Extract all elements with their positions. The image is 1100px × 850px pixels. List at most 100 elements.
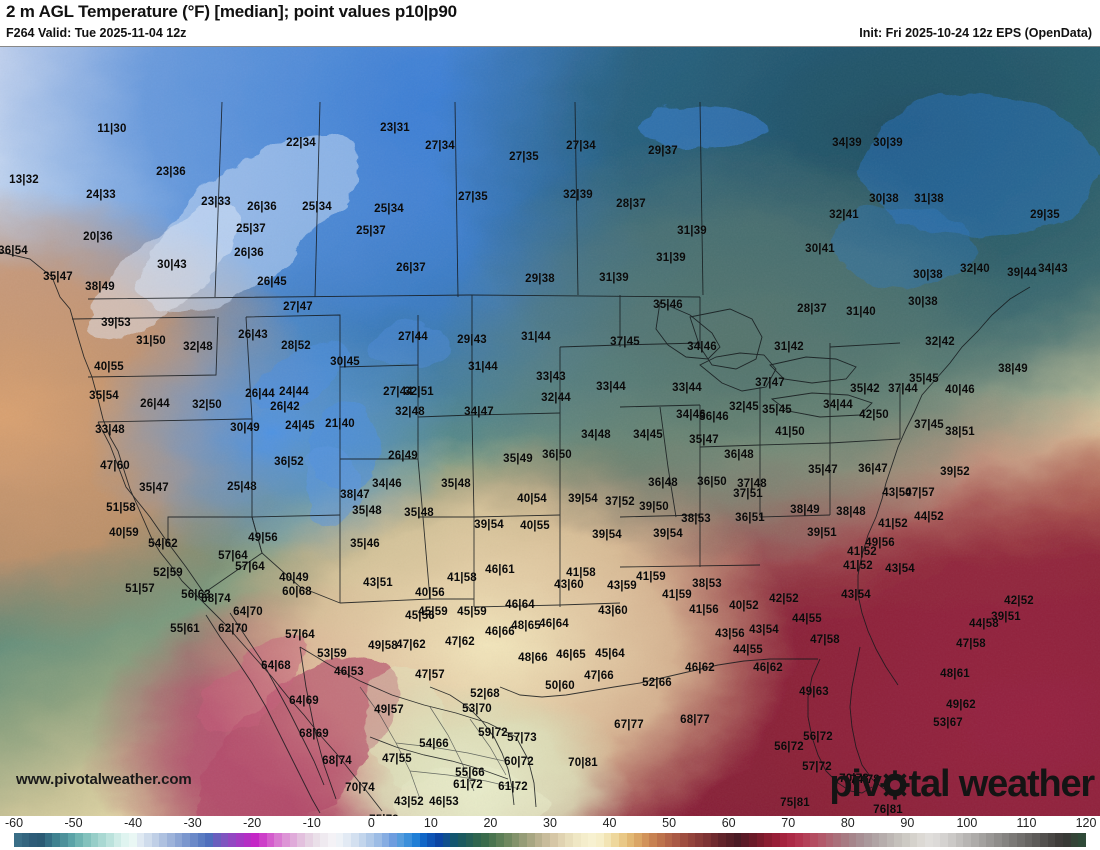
colorbar-segment [595, 833, 604, 847]
colorbar-segment [113, 833, 122, 847]
point-value: 32|40 [960, 263, 990, 275]
point-value: 44|55 [792, 613, 822, 625]
colorbar-segment [182, 833, 191, 847]
point-value: 23|36 [156, 166, 186, 178]
colorbar-segment [21, 833, 30, 847]
point-value: 41|52 [843, 560, 873, 572]
point-value: 34|46 [676, 409, 706, 421]
colorbar-segment [427, 833, 436, 847]
point-value: 35|48 [404, 507, 434, 519]
point-value: 40|46 [945, 384, 975, 396]
colorbar-segment [549, 833, 558, 847]
point-value: 41|56 [689, 604, 719, 616]
colorbar-segment [304, 833, 313, 847]
colorbar-segment [1055, 833, 1063, 847]
colorbar-segment [726, 833, 734, 847]
point-value: 35|48 [441, 478, 471, 490]
colorbar-segment [67, 833, 76, 847]
colorbar-segment [817, 833, 826, 847]
init-time-label: Init: Fri 2025-10-24 12z EPS (OpenData) [859, 26, 1092, 40]
point-value: 34|48 [581, 429, 611, 441]
point-value: 43|60 [598, 605, 628, 617]
point-value: 38|49 [790, 504, 820, 516]
point-value: 30|39 [873, 137, 903, 149]
colorbar-segment [259, 833, 267, 847]
point-value: 47|57 [415, 669, 445, 681]
point-value: 46|62 [753, 662, 783, 674]
colorbar-segment [496, 833, 504, 847]
colorbar-segment [695, 833, 704, 847]
point-value: 43|50 [882, 487, 912, 499]
point-value: 36|51 [735, 512, 765, 524]
point-value: 43|60 [554, 579, 584, 591]
point-value: 74|78 [850, 774, 880, 786]
point-value: 24|44 [279, 386, 309, 398]
colorbar-segment [159, 833, 168, 847]
point-value: 39|50 [639, 501, 669, 513]
point-value: 49|56 [248, 532, 278, 544]
colorbar-segment [350, 833, 359, 847]
point-value: 43|56 [715, 628, 745, 640]
colorbar-tick: 20 [483, 816, 498, 830]
point-value: 70|78 [839, 773, 869, 785]
colorbar-gradient[interactable] [14, 833, 1086, 847]
point-value: 47|62 [396, 639, 426, 651]
point-value: 44|58 [969, 618, 999, 630]
point-value: 47|55 [382, 753, 412, 765]
point-value: 25|34 [374, 203, 404, 215]
colorbar-tick: -20 [243, 816, 262, 830]
colorbar-segment [465, 833, 474, 847]
colorbar-segment [1024, 833, 1033, 847]
map-viewport[interactable]: 11|30 13|32 24|33 20|36 36|54 35|47 38|49 39|53… [0, 46, 1100, 817]
colorbar-segment [36, 833, 45, 847]
point-value: 31|42 [774, 341, 804, 353]
point-value: 26|45 [257, 276, 287, 288]
colorbar-segment [863, 833, 872, 847]
point-value: 46|53 [429, 796, 459, 808]
colorbar-segment [771, 833, 780, 847]
point-value: 49|58 [368, 640, 398, 652]
point-value: 25|48 [227, 481, 257, 493]
point-value: 34|43 [1038, 263, 1068, 275]
point-value: 32|51 [404, 386, 434, 398]
colorbar-segment [657, 833, 665, 847]
point-value: 39|51 [991, 611, 1021, 623]
colorbar-segment [856, 833, 864, 847]
colorbar-segment [312, 833, 321, 847]
point-value: 32|45 [729, 401, 759, 413]
point-value: 68|74 [322, 755, 352, 767]
point-value: 42|52 [1004, 595, 1034, 607]
point-value: 45|59 [418, 606, 448, 618]
colorbar-segment [1032, 833, 1040, 847]
colorbar-segment [404, 833, 413, 847]
point-value: 20|36 [83, 231, 113, 243]
colorbar-segment [963, 833, 972, 847]
point-value: 26|44 [245, 388, 275, 400]
colorbar-segment [848, 833, 857, 847]
point-value: 35|47 [139, 482, 169, 494]
colorbar-tick: 10 [423, 816, 438, 830]
colorbar-segment [511, 833, 520, 847]
colorbar-segment [718, 833, 727, 847]
colorbar-tick: 90 [900, 816, 915, 830]
colorbar-segment [327, 833, 336, 847]
colorbar[interactable]: -60 -50 -40 -30 -20 -10 0 10 20 30 40 50 60 70 80 90 100… [0, 816, 1100, 850]
colorbar-segment [228, 833, 237, 847]
colorbar-segment [917, 833, 926, 847]
colorbar-segment [167, 833, 175, 847]
colorbar-segment [680, 833, 688, 847]
point-value: 32|48 [183, 341, 213, 353]
point-value: 53|70 [462, 703, 492, 715]
point-value: 26|49 [388, 450, 418, 462]
point-value: 40|55 [520, 520, 550, 532]
colorbar-segment [205, 833, 214, 847]
point-value: 47|66 [584, 670, 614, 682]
point-value: 32|48 [395, 406, 425, 418]
point-value: 34|39 [832, 137, 862, 149]
point-value: 57|64 [218, 550, 248, 562]
colorbar-segment [664, 833, 673, 847]
colorbar-segment [641, 833, 650, 847]
political-borders [0, 101, 1031, 814]
page-title: 2 m AGL Temperature (°F) [median]; point… [6, 2, 457, 21]
